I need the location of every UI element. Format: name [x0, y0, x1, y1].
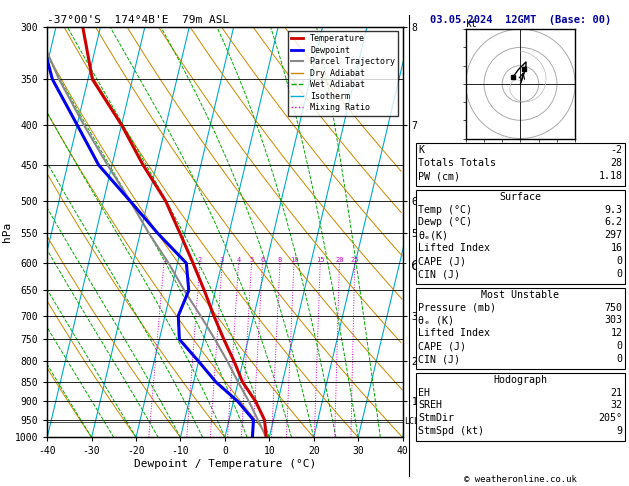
Text: 8: 8: [278, 257, 282, 263]
Text: Dewp (°C): Dewp (°C): [418, 218, 472, 227]
Text: 4: 4: [237, 257, 241, 263]
Text: 0: 0: [616, 341, 623, 351]
Text: θₑ (K): θₑ (K): [418, 315, 454, 326]
Text: 3: 3: [220, 257, 225, 263]
Text: StmSpd (kt): StmSpd (kt): [418, 426, 484, 436]
Text: Hodograph: Hodograph: [494, 375, 547, 385]
Text: K: K: [418, 145, 425, 156]
Text: SREH: SREH: [418, 400, 442, 411]
Legend: Temperature, Dewpoint, Parcel Trajectory, Dry Adiabat, Wet Adiabat, Isotherm, Mi: Temperature, Dewpoint, Parcel Trajectory…: [287, 31, 398, 116]
Text: 12: 12: [611, 329, 623, 338]
Text: 03.05.2024  12GMT  (Base: 00): 03.05.2024 12GMT (Base: 00): [430, 15, 611, 25]
Text: 28: 28: [611, 158, 623, 168]
Text: 750: 750: [604, 302, 623, 312]
Text: -2: -2: [611, 145, 623, 156]
Y-axis label: hPa: hPa: [2, 222, 12, 242]
Text: 297: 297: [604, 230, 623, 241]
Text: StmDir: StmDir: [418, 413, 454, 423]
Text: 2: 2: [198, 257, 202, 263]
Text: 20: 20: [335, 257, 343, 263]
X-axis label: Dewpoint / Temperature (°C): Dewpoint / Temperature (°C): [134, 459, 316, 469]
Text: 0: 0: [616, 269, 623, 279]
Text: 9: 9: [616, 426, 623, 436]
Text: 32: 32: [611, 400, 623, 411]
Text: 6: 6: [260, 257, 265, 263]
Text: CAPE (J): CAPE (J): [418, 341, 466, 351]
Text: 5: 5: [250, 257, 253, 263]
Text: Most Unstable: Most Unstable: [481, 290, 560, 300]
Text: CAPE (J): CAPE (J): [418, 256, 466, 266]
Text: kt: kt: [466, 19, 477, 29]
Text: Lifted Index: Lifted Index: [418, 243, 490, 253]
Text: θₑ(K): θₑ(K): [418, 230, 448, 241]
Text: Totals Totals: Totals Totals: [418, 158, 496, 168]
Text: 25: 25: [350, 257, 359, 263]
Text: CIN (J): CIN (J): [418, 354, 460, 364]
Text: 6.2: 6.2: [604, 218, 623, 227]
Text: 1.18: 1.18: [599, 171, 623, 181]
Text: Pressure (mb): Pressure (mb): [418, 302, 496, 312]
Text: 16: 16: [611, 243, 623, 253]
Text: Lifted Index: Lifted Index: [418, 329, 490, 338]
Text: LCL: LCL: [404, 417, 419, 426]
Text: 0: 0: [616, 354, 623, 364]
Text: 10: 10: [290, 257, 298, 263]
Text: -37°00'S  174°4B'E  79m ASL: -37°00'S 174°4B'E 79m ASL: [47, 15, 230, 25]
Text: PW (cm): PW (cm): [418, 171, 460, 181]
Text: Temp (°C): Temp (°C): [418, 205, 472, 215]
Text: 15: 15: [316, 257, 325, 263]
Text: 303: 303: [604, 315, 623, 326]
Text: © weatheronline.co.uk: © weatheronline.co.uk: [464, 474, 577, 484]
Y-axis label: km
ASL: km ASL: [464, 223, 486, 241]
Text: 205°: 205°: [599, 413, 623, 423]
Text: EH: EH: [418, 388, 430, 398]
Text: Surface: Surface: [499, 192, 542, 202]
Text: 0: 0: [616, 256, 623, 266]
Text: 21: 21: [611, 388, 623, 398]
Text: 1: 1: [162, 257, 166, 263]
Text: CIN (J): CIN (J): [418, 269, 460, 279]
Text: 9.3: 9.3: [604, 205, 623, 215]
